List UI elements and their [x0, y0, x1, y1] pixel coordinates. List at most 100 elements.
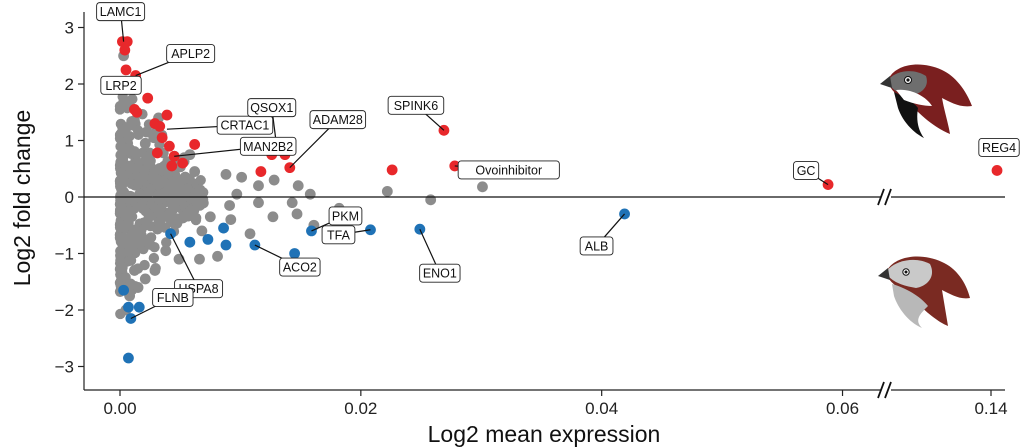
- ns-gene-point: [194, 184, 205, 196]
- down-gene-point: [218, 222, 229, 234]
- up-gene-point: [255, 166, 267, 177]
- ns-gene-point: [127, 234, 138, 245]
- gene-labels-layer: LAMC1 APLP2 LRP2 CRTAC1 QSOX1 MAN2B2 ADAM28 SPI…: [96, 2, 1020, 320]
- ns-gene-point: [212, 250, 223, 262]
- gene-label-box: [321, 225, 356, 245]
- male-sparrow-icon: [880, 64, 972, 138]
- ns-gene-point: [244, 228, 256, 240]
- x-tick-label: 0.04: [585, 399, 618, 418]
- gene-label: ADAM28: [289, 110, 367, 169]
- gene-label-box: [96, 2, 146, 22]
- ns-gene-point: [477, 181, 488, 193]
- ns-gene-point: [115, 167, 127, 179]
- gene-label-text: MAN2B2: [243, 140, 293, 154]
- up-gene-point: [163, 140, 175, 152]
- gene-label-box: [309, 110, 367, 130]
- ns-gene-point: [189, 166, 201, 177]
- ns-gene-point: [120, 98, 132, 110]
- up-gene-point: [166, 160, 178, 172]
- ns-gene-point: [190, 214, 202, 226]
- gene-label-text: ENO1: [423, 267, 457, 281]
- ns-gene-point: [182, 208, 193, 220]
- x-axis-title: Log2 mean expression: [428, 421, 661, 447]
- ns-gene-point: [154, 163, 165, 174]
- gene-label-box: [216, 115, 274, 135]
- ns-gene-point: [291, 208, 303, 220]
- ns-gene-point: [204, 211, 216, 223]
- ns-gene-point: [135, 238, 146, 250]
- x-tick-label: 0.00: [103, 399, 136, 418]
- ns-gene-point: [118, 232, 130, 243]
- ns-gene-point: [194, 253, 205, 265]
- ns-gene-point: [196, 225, 208, 237]
- gene-label-text: SPINK6: [394, 99, 439, 113]
- up-gene-point: [161, 109, 173, 121]
- gene-label: APLP2: [135, 44, 216, 77]
- x-tick-label: 0.02: [344, 399, 377, 418]
- gene-label-text: CRTAC1: [221, 119, 270, 133]
- gene-label-box: [978, 137, 1020, 157]
- ns-gene-point: [136, 174, 148, 186]
- gene-label-box: [387, 95, 445, 115]
- up-gene-point: [991, 165, 1003, 176]
- x-tick-label: 0.06: [826, 399, 859, 418]
- gene-label-text: ALB: [585, 239, 609, 253]
- ns-gene-point: [425, 194, 437, 206]
- ns-gene-point: [173, 253, 185, 265]
- down-gene-point: [220, 239, 232, 251]
- ns-gene-point: [253, 180, 264, 192]
- ns-gene-point: [137, 203, 149, 214]
- down-gene-point: [123, 352, 134, 364]
- gene-label: Ovoinhibitor: [454, 160, 560, 180]
- gene-label-box: [247, 98, 297, 118]
- down-gene-point: [289, 248, 301, 259]
- gene-label-text: FLNB: [157, 291, 189, 305]
- ns-gene-point: [154, 194, 165, 205]
- ns-gene-point: [149, 265, 161, 276]
- gene-label: TFA: [321, 225, 371, 245]
- ns-gene-point: [148, 252, 160, 264]
- ns-gene-point: [143, 157, 155, 169]
- gene-label: QSOX1: [247, 98, 297, 155]
- gene-label-box: [579, 236, 614, 256]
- gene-label: REG4: [978, 137, 1020, 157]
- up-gene-point: [177, 157, 189, 169]
- y-axis-title: Log2 fold change: [9, 110, 35, 287]
- gene-label-text: TFA: [327, 228, 351, 242]
- ns-gene-point: [253, 197, 264, 209]
- ns-gene-point: [129, 224, 141, 235]
- gene-label-text: Ovoinhibitor: [475, 163, 542, 177]
- gene-label-box: [152, 288, 194, 307]
- up-gene-point: [142, 92, 154, 104]
- gene-label: ACO2: [254, 244, 321, 277]
- ns-gene-point: [224, 200, 235, 211]
- ns-gene-point: [190, 194, 202, 206]
- gene-label-box: [419, 263, 461, 283]
- ns-gene-point: [143, 212, 154, 223]
- ns-gene-point: [129, 146, 140, 157]
- ns-gene-point: [167, 177, 179, 189]
- ns-gene-point: [225, 214, 237, 226]
- axis-break-marker: [877, 381, 892, 399]
- gene-label-text: APLP2: [171, 47, 210, 61]
- up-gene-point: [119, 44, 131, 56]
- down-gene-point: [202, 233, 214, 245]
- ns-gene-point: [195, 175, 206, 186]
- gene-label-box: [100, 75, 142, 95]
- axis-break-marker: [877, 188, 892, 206]
- gene-label: ENO1: [419, 228, 461, 283]
- ns-gene-point: [139, 273, 151, 285]
- ns-gene-point: [292, 180, 304, 192]
- gene-label-box: [328, 206, 363, 226]
- ns-gene-point: [124, 160, 136, 172]
- gene-label-box: [239, 136, 297, 156]
- up-gene-point: [154, 120, 166, 132]
- up-gene-point: [189, 139, 201, 150]
- ns-gene-point: [286, 197, 298, 209]
- y-tick-label: −3: [55, 358, 74, 377]
- ns-gene-point: [116, 263, 128, 274]
- ns-gene-point: [116, 141, 127, 152]
- gene-label: SPINK6: [387, 95, 445, 131]
- ns-gene-point: [117, 221, 129, 233]
- ns-gene-point: [125, 279, 137, 290]
